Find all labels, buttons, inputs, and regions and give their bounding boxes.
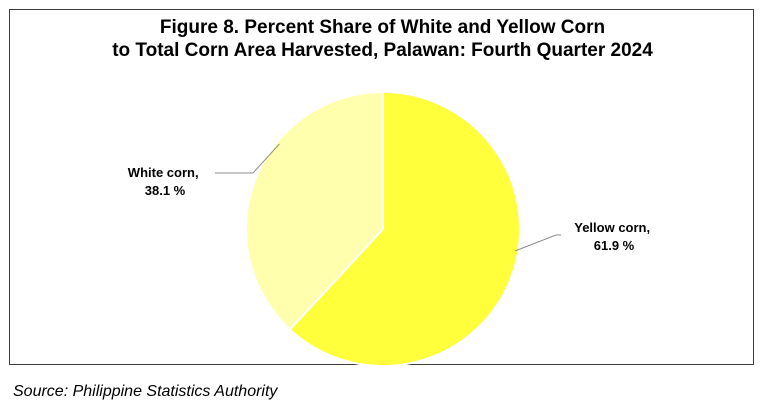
- leader-line-yellow-corn: [515, 234, 561, 252]
- data-label-white-corn: White corn, 38.1 %: [128, 165, 202, 198]
- data-label-yellow-corn-value: 61.9 %: [594, 238, 635, 253]
- pie-slices: [245, 90, 521, 366]
- data-label-yellow-corn-name: Yellow corn,: [574, 220, 650, 235]
- pie-chart: White corn, 38.1 % Yellow corn, 61.9 %: [128, 90, 653, 366]
- leader-line-white-corn: [215, 143, 280, 174]
- source-note: Source: Philippine Statistics Authority: [13, 383, 278, 400]
- data-label-white-corn-name: White corn,: [128, 165, 199, 180]
- chart-title-line-2: to Total Corn Area Harvested, Palawan: F…: [112, 40, 653, 61]
- chart-frame: Figure 8. Percent Share of White and Yel…: [9, 9, 755, 366]
- chart-title: Figure 8. Percent Share of White and Yel…: [10, 16, 755, 62]
- pie-slice-yellow-corn: [288, 90, 521, 366]
- data-label-white-corn-value: 38.1 %: [145, 183, 186, 198]
- pie-slice-white-corn: [245, 90, 384, 331]
- chart-title-line-1: Figure 8. Percent Share of White and Yel…: [159, 17, 606, 38]
- leader-lines: [215, 143, 561, 252]
- data-label-yellow-corn: Yellow corn, 61.9 %: [574, 220, 653, 253]
